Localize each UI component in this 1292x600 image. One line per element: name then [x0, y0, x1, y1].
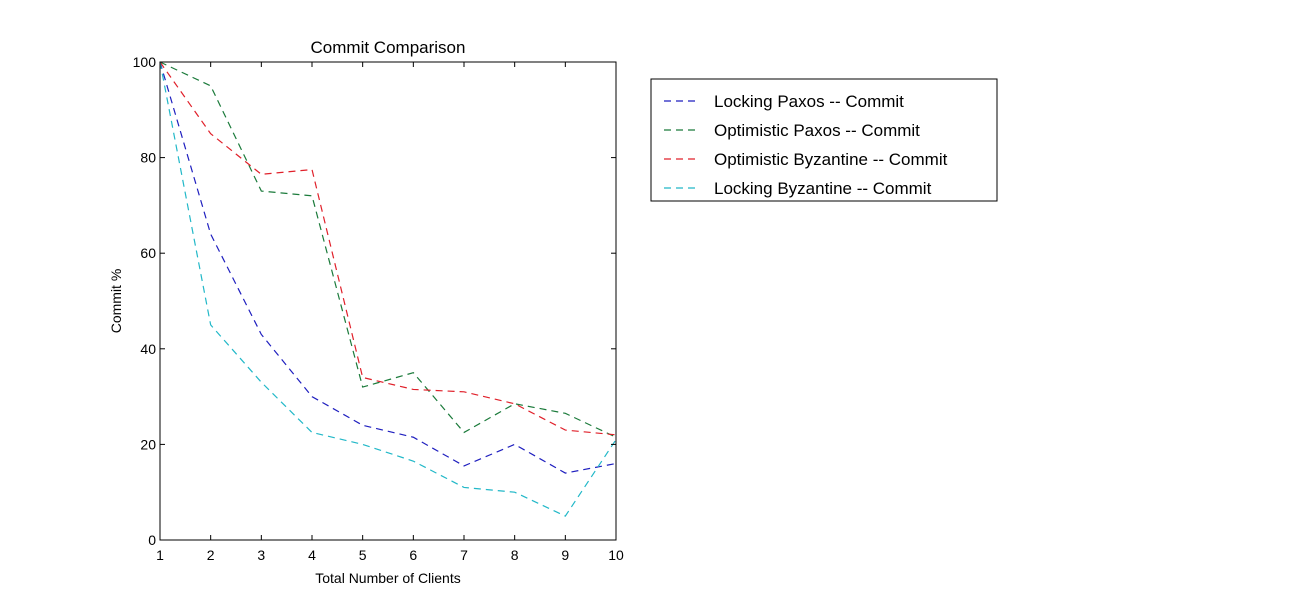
x-tick-label: 2	[207, 547, 215, 563]
x-tick-label: 6	[409, 547, 417, 563]
y-tick-label: 80	[140, 150, 156, 166]
legend-label: Locking Paxos -- Commit	[714, 92, 904, 111]
series-line-3	[159, 61, 617, 436]
y-tick-label: 0	[148, 532, 156, 548]
plot-area-frame	[159, 61, 617, 541]
y-tick-label: 40	[140, 341, 156, 357]
x-tick-label: 5	[359, 547, 367, 563]
x-tick-label: 10	[608, 547, 624, 563]
chart-title: Commit Comparison	[311, 38, 466, 57]
y-axis-label: Commit %	[108, 269, 124, 334]
legend: Locking Paxos -- Commit Optimistic Paxos …	[650, 78, 998, 202]
x-axis-label: Total Number of Clients	[315, 570, 461, 586]
series-line-2	[159, 61, 617, 438]
y-tick-label: 100	[133, 54, 157, 70]
legend-label: Optimistic Paxos -- Commit	[714, 121, 920, 140]
x-tick-label: 8	[511, 547, 519, 563]
legend-label: Locking Byzantine -- Commit	[714, 179, 932, 198]
plot-series-group	[159, 61, 617, 517]
x-tick-label: 1	[156, 547, 164, 563]
x-tick-label: 3	[257, 547, 265, 563]
y-tick-label: 60	[140, 245, 156, 261]
x-tick-label: 9	[561, 547, 569, 563]
series-line-4	[159, 61, 617, 517]
x-tick-label: 4	[308, 547, 316, 563]
legend-box	[650, 78, 998, 202]
series-line-1	[159, 61, 617, 474]
x-tick-label: 7	[460, 547, 468, 563]
legend-label: Optimistic Byzantine -- Commit	[714, 150, 948, 169]
y-tick-label: 20	[140, 436, 156, 452]
